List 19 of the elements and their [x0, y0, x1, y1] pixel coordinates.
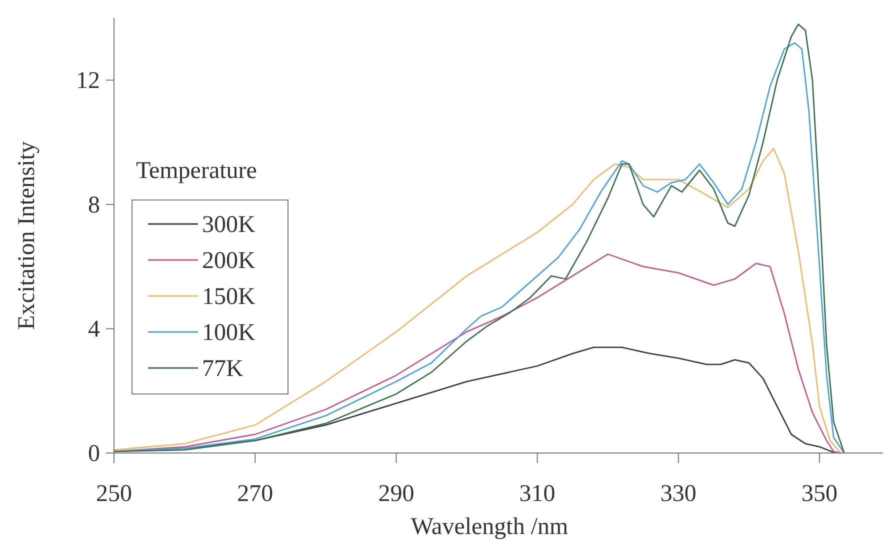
y-tick-label: 8 [88, 192, 100, 218]
line-series [113, 148, 842, 454]
legend-label: 300K [202, 212, 256, 238]
legend-title: Temperature [136, 158, 257, 184]
x-tick-label: 310 [519, 481, 556, 507]
x-tick-label: 330 [660, 481, 696, 507]
x-axis-title: Wavelength /nm [410, 514, 569, 540]
legend-label: 150K [202, 284, 256, 310]
legend-label: 77K [202, 356, 244, 382]
legend-label: 200K [202, 248, 256, 274]
y-tick-label: 12 [76, 68, 100, 94]
y-axis-title: Excitation Intensity [14, 141, 40, 330]
x-tick-label: 270 [237, 481, 274, 507]
y-tick-label: 4 [88, 316, 100, 343]
x-tick-label: 290 [378, 481, 414, 507]
x-tick-label: 250 [96, 481, 132, 507]
y-tick-label: 0 [88, 441, 100, 467]
x-tick-label: 350 [802, 481, 838, 507]
legend-label: 100K [202, 320, 256, 346]
